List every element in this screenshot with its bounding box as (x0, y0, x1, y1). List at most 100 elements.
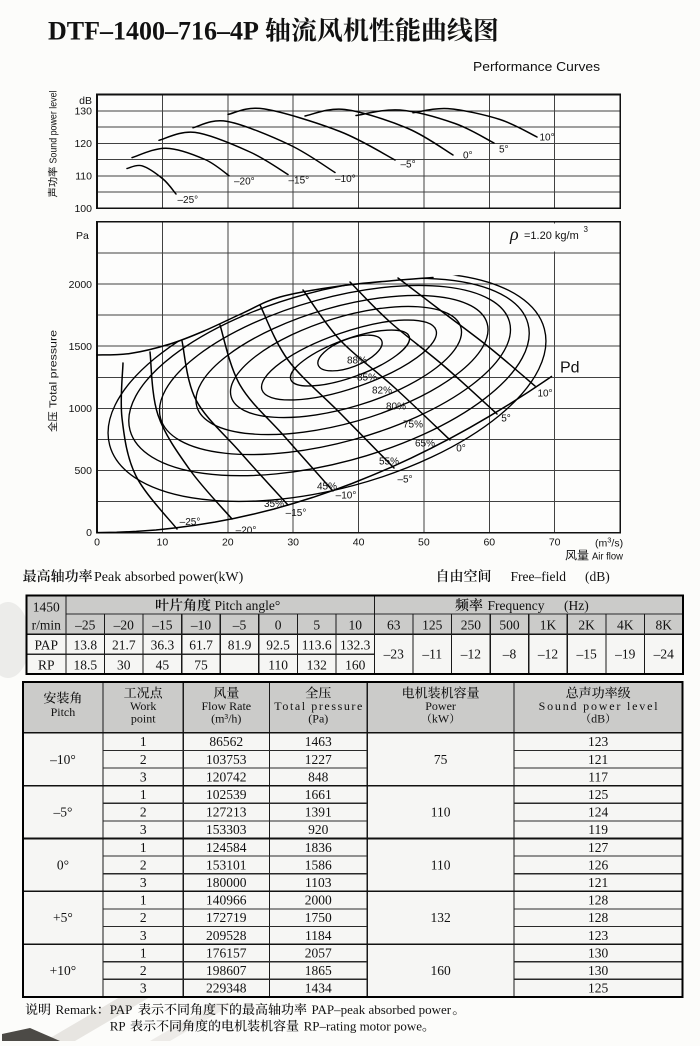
svg-text:10: 10 (157, 537, 169, 549)
svg-text:1: 1 (140, 787, 147, 802)
svg-text:117: 117 (588, 769, 608, 784)
svg-text:21.7: 21.7 (112, 638, 136, 653)
svg-text:Power: Power (425, 699, 456, 713)
svg-text:–25°: –25° (180, 517, 201, 528)
svg-text:120742: 120742 (206, 769, 247, 784)
svg-text:121: 121 (588, 752, 608, 767)
svg-text:2K: 2K (578, 618, 595, 633)
svg-text:13.8: 13.8 (73, 638, 97, 653)
svg-text:(m³/h): (m³/h) (211, 712, 241, 726)
svg-text:80%: 80% (386, 402, 406, 413)
svg-text:1: 1 (140, 893, 147, 908)
svg-text:RP–rating motor powe: RP–rating motor powe (304, 1019, 423, 1034)
svg-text:dB: dB (79, 95, 92, 107)
svg-text:125: 125 (588, 981, 609, 996)
svg-text:2000: 2000 (305, 893, 332, 908)
svg-text:(dB): (dB) (585, 569, 610, 584)
svg-text:45%: 45% (317, 482, 337, 493)
svg-text:–10: –10 (190, 618, 212, 633)
svg-text:5: 5 (313, 618, 320, 633)
svg-text:1K: 1K (540, 618, 557, 633)
svg-text:0°: 0° (57, 857, 69, 872)
svg-text:153303: 153303 (206, 822, 247, 837)
svg-text:10°: 10° (540, 133, 555, 144)
svg-text:103753: 103753 (206, 752, 247, 767)
svg-text:0: 0 (94, 537, 100, 549)
svg-text:88%: 88% (347, 356, 367, 367)
svg-text:2: 2 (140, 963, 147, 978)
svg-text:160: 160 (345, 658, 366, 673)
svg-text:127213: 127213 (206, 805, 247, 820)
svg-text:–20°: –20° (234, 177, 255, 188)
svg-text:Frequency: Frequency (488, 598, 545, 613)
svg-text:160: 160 (430, 963, 451, 978)
svg-text:128: 128 (588, 910, 609, 925)
svg-text:92.5: 92.5 (266, 638, 290, 653)
svg-text:55%: 55% (379, 457, 399, 468)
svg-text:RP: RP (38, 658, 55, 673)
svg-text:75: 75 (194, 658, 208, 673)
svg-text:3: 3 (584, 225, 589, 234)
svg-text:75: 75 (434, 752, 448, 767)
svg-text:130: 130 (74, 106, 92, 118)
svg-text:63: 63 (387, 618, 401, 633)
svg-text:1227: 1227 (305, 752, 332, 767)
svg-text:130: 130 (588, 963, 609, 978)
svg-text:–20: –20 (113, 618, 135, 633)
svg-text:–5°: –5° (397, 475, 412, 486)
svg-text:4K: 4K (617, 618, 634, 633)
svg-text:100: 100 (74, 203, 92, 215)
svg-text:8K: 8K (655, 618, 672, 633)
svg-text:+5°: +5° (53, 910, 73, 925)
svg-text:500: 500 (499, 618, 520, 633)
svg-text:–25°: –25° (178, 195, 199, 206)
svg-text:3: 3 (140, 875, 147, 890)
svg-text:Pa: Pa (76, 230, 89, 242)
svg-text:Total pressure: Total pressure (49, 330, 60, 408)
svg-text:30: 30 (287, 537, 299, 549)
svg-text:–15: –15 (151, 618, 173, 633)
svg-text:3: 3 (140, 822, 147, 837)
svg-text:PAP: PAP (35, 638, 59, 653)
svg-text:18.5: 18.5 (73, 658, 97, 673)
svg-text:1: 1 (140, 840, 147, 855)
svg-text:1586: 1586 (305, 857, 332, 872)
svg-text:0°: 0° (456, 444, 466, 455)
svg-text:86562: 86562 (209, 734, 243, 749)
svg-text:176157: 176157 (206, 945, 247, 960)
svg-text:180000: 180000 (206, 875, 247, 890)
svg-text:DTF–1400–716–4P: DTF–1400–716–4P (48, 17, 259, 46)
svg-text:–11: –11 (421, 647, 442, 662)
svg-text:125: 125 (422, 618, 443, 633)
svg-text:1450: 1450 (33, 600, 60, 615)
svg-text:123: 123 (588, 928, 609, 943)
svg-text:5°: 5° (499, 145, 509, 156)
svg-text:–15°: –15° (286, 508, 307, 519)
svg-text:3: 3 (140, 928, 147, 943)
svg-text:=1.20 kg/m: =1.20 kg/m (524, 230, 579, 242)
svg-text:point: point (131, 712, 156, 726)
svg-text:36.3: 36.3 (151, 638, 175, 653)
svg-text:209528: 209528 (206, 928, 247, 943)
svg-text:3: 3 (140, 981, 147, 996)
svg-text:dB: dB (591, 712, 605, 726)
svg-text:1500: 1500 (69, 341, 93, 353)
svg-text:1750: 1750 (305, 910, 332, 925)
svg-text:85%: 85% (357, 373, 377, 384)
svg-text:2: 2 (140, 910, 147, 925)
svg-text:2: 2 (140, 857, 147, 872)
svg-text:(Pa): (Pa) (308, 712, 328, 726)
svg-text:1: 1 (140, 945, 147, 960)
svg-text:153101: 153101 (206, 857, 247, 872)
svg-text:1836: 1836 (305, 840, 332, 855)
svg-text:198607: 198607 (206, 963, 247, 978)
svg-text:1: 1 (140, 734, 147, 749)
svg-text:132: 132 (430, 910, 450, 925)
svg-text:1103: 1103 (305, 875, 332, 890)
svg-text:–12: –12 (537, 647, 558, 662)
svg-text:–10°: –10° (336, 491, 357, 502)
svg-text:3: 3 (140, 769, 147, 784)
svg-text:140966: 140966 (206, 893, 247, 908)
svg-text:124584: 124584 (206, 840, 247, 855)
svg-text:70: 70 (549, 537, 561, 549)
